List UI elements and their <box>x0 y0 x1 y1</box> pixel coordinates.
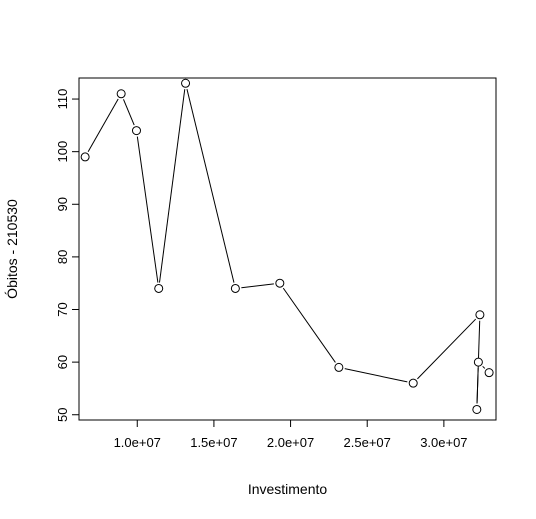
series-segment <box>241 283 274 289</box>
data-point <box>154 283 164 293</box>
y-axis-title: Óbitos - 210530 <box>4 199 20 299</box>
x-tick-label: 2.5e+07 <box>344 435 391 450</box>
data-point <box>472 404 482 414</box>
series-segment <box>482 365 486 369</box>
y-axis: 50 60 70 80 90 100 110 <box>55 89 80 422</box>
series-segment <box>123 99 135 126</box>
x-tick-label: 3.0e+07 <box>420 435 467 450</box>
data-point <box>181 78 191 88</box>
data-point <box>473 357 483 367</box>
series-segment <box>417 318 477 380</box>
data-point <box>275 278 285 288</box>
x-axis: 1.0e+07 1.5e+07 2.0e+07 2.5e+07 3.0e+07 <box>114 419 468 450</box>
data-point <box>230 283 240 293</box>
data-point <box>475 310 485 320</box>
data-point <box>334 362 344 372</box>
y-tick-label: 70 <box>55 302 70 316</box>
series-segment <box>476 368 479 404</box>
series-segment <box>136 136 159 283</box>
x-axis-title: Investimento <box>248 481 328 497</box>
y-tick-label: 50 <box>55 408 70 422</box>
series-segment <box>344 368 408 383</box>
data-point <box>80 152 90 162</box>
data-point <box>408 378 418 388</box>
y-tick-label: 80 <box>55 250 70 264</box>
y-tick-label: 100 <box>55 141 70 163</box>
data-point <box>116 89 126 99</box>
series-segment <box>282 287 336 363</box>
x-tick-label: 1.0e+07 <box>114 435 161 450</box>
y-tick-label: 90 <box>55 197 70 211</box>
y-tick-label: 110 <box>55 89 70 110</box>
series-segment <box>186 88 235 283</box>
x-tick-label: 1.5e+07 <box>190 435 237 450</box>
series-layer <box>80 78 494 414</box>
data-point <box>484 368 494 378</box>
series-segment <box>159 89 186 283</box>
data-point <box>131 126 141 136</box>
series-segment <box>87 98 119 152</box>
y-tick-label: 60 <box>55 355 70 369</box>
x-tick-label: 2.0e+07 <box>267 435 314 450</box>
